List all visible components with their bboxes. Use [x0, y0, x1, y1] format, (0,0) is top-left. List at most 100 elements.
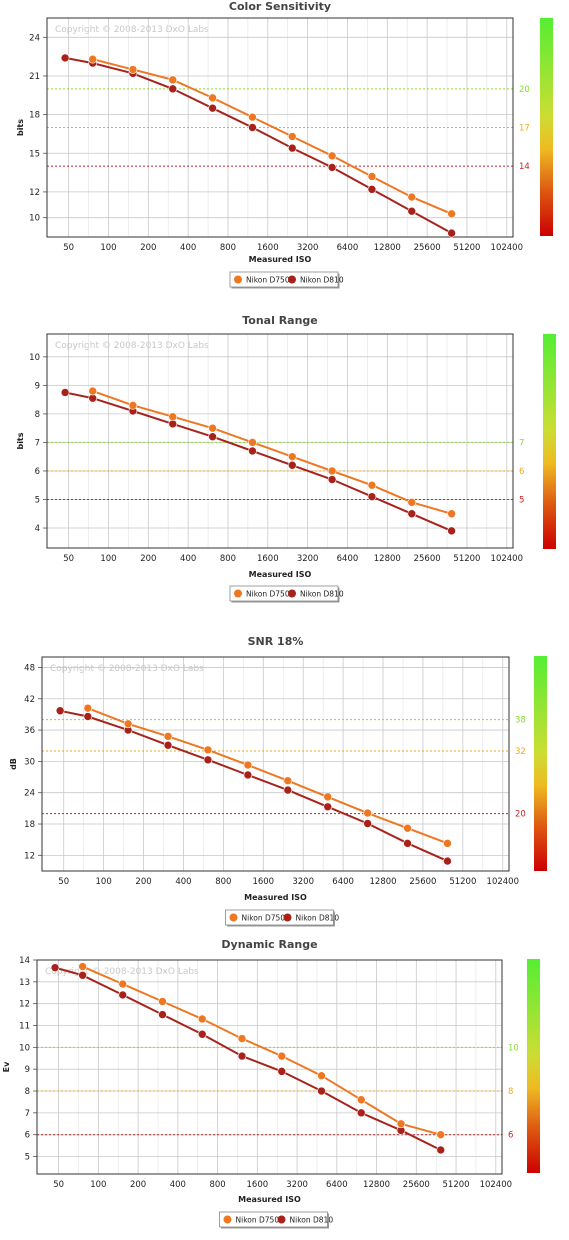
y-tick-label: 13: [19, 978, 30, 988]
x-axis-label: Measured ISO: [244, 893, 307, 902]
x-axis-label: Measured ISO: [249, 255, 312, 264]
reference-label: 20: [515, 810, 526, 820]
data-point: [197, 1014, 207, 1024]
snr-18-chart: SNR 18% Copyright © 2008-2013 DxO Labs 50 1…: [9, 635, 547, 927]
data-point: [243, 770, 253, 780]
data-point: [203, 755, 213, 765]
y-tick-label: 7: [25, 1109, 30, 1119]
x-tick-label: 1600: [252, 877, 274, 887]
y-tick-label: 5: [35, 495, 40, 505]
y-tick-label: 12: [19, 1000, 30, 1010]
data-point: [327, 163, 337, 172]
series-line: [82, 965, 441, 1136]
data-point: [407, 192, 417, 202]
data-point: [168, 84, 178, 94]
data-point: [208, 103, 217, 113]
x-tick-label: 800: [220, 554, 236, 564]
y-tick-label: 21: [29, 72, 40, 82]
y-tick-label: 7: [35, 438, 40, 448]
data-point: [128, 401, 138, 410]
chart-title: SNR 18%: [248, 635, 304, 648]
data-point: [118, 990, 128, 1000]
data-point: [317, 1086, 326, 1096]
x-tick-label: 200: [140, 554, 156, 564]
color-scale-bar: [543, 334, 556, 549]
y-tick-label: 9: [25, 1065, 30, 1075]
data-point: [60, 53, 70, 63]
y-tick-label: 5: [25, 1153, 30, 1163]
color-scale-bar: [527, 959, 540, 1173]
legend-label: Nikon D750: [246, 276, 290, 285]
x-tick-label: 25600: [414, 554, 441, 564]
data-point: [78, 970, 87, 980]
data-point: [277, 1067, 287, 1076]
data-point: [447, 228, 456, 238]
x-tick-label: 400: [180, 243, 196, 253]
y-tick-label: 9: [35, 381, 40, 391]
chart-title: Tonal Range: [242, 314, 318, 327]
plot-area: [42, 657, 509, 871]
y-tick-label: 18: [24, 820, 35, 830]
data-point: [407, 206, 417, 216]
x-tick-label: 102400: [487, 877, 519, 887]
x-tick-label: 800: [209, 1180, 225, 1190]
data-point: [158, 1010, 167, 1019]
y-tick-label: 24: [24, 789, 35, 799]
data-point: [283, 776, 293, 786]
chart-title: Color Sensitivity: [229, 0, 331, 13]
data-point: [123, 719, 133, 729]
x-tick-label: 50: [53, 1180, 64, 1190]
data-point: [436, 1130, 446, 1139]
reference-label: 6: [508, 1131, 513, 1141]
data-point: [447, 526, 456, 536]
y-tick-label: 12: [24, 851, 35, 861]
x-tick-label: 25600: [414, 243, 441, 253]
data-point: [447, 209, 456, 219]
reference-label: 10: [508, 1043, 519, 1053]
legend-label: Nikon D810: [296, 914, 340, 923]
x-tick-label: 51200: [453, 554, 480, 564]
data-point: [287, 132, 297, 141]
data-point: [208, 423, 217, 433]
legend-box: [225, 909, 334, 926]
data-point: [55, 706, 65, 716]
x-tick-label: 12800: [374, 554, 401, 564]
data-point: [363, 819, 372, 828]
legend-marker: [234, 589, 242, 598]
x-tick-label: 3200: [292, 877, 314, 887]
data-point: [168, 419, 178, 429]
reference-label: 6: [519, 467, 524, 477]
data-point: [237, 1051, 247, 1061]
legend-box: [229, 585, 339, 602]
data-point: [323, 802, 333, 812]
watermark: Copyright © 2008-2013 DxO Labs: [50, 664, 204, 674]
legend-label: Nikon D810: [300, 590, 344, 599]
y-axis-label: bits: [16, 432, 25, 449]
legend-marker: [223, 1215, 232, 1224]
watermark: Copyright © 2008-2013 DxO Labs: [55, 25, 209, 35]
data-point: [363, 808, 372, 818]
x-tick-label: 51200: [443, 1180, 470, 1190]
data-point: [237, 1034, 247, 1043]
data-point: [367, 492, 377, 501]
reference-label: 14: [519, 162, 530, 172]
data-point: [327, 475, 337, 484]
x-tick-label: 12800: [370, 877, 397, 887]
data-point: [208, 432, 217, 442]
y-tick-label: 12: [29, 188, 40, 198]
y-tick-label: 10: [19, 1043, 30, 1053]
watermark: Copyright © 2008-2013 DxO Labs: [45, 967, 199, 977]
data-point: [83, 703, 93, 713]
plot-frame: [41, 656, 510, 872]
data-point: [163, 732, 173, 741]
x-tick-label: 102400: [491, 243, 523, 253]
x-axis-label: Measured ISO: [238, 1195, 301, 1204]
data-point: [88, 386, 98, 396]
x-tick-label: 12800: [374, 243, 401, 253]
data-point: [248, 438, 257, 447]
data-point: [403, 823, 412, 833]
data-point: [367, 185, 377, 194]
series-line: [92, 58, 452, 215]
data-point: [396, 1119, 406, 1129]
